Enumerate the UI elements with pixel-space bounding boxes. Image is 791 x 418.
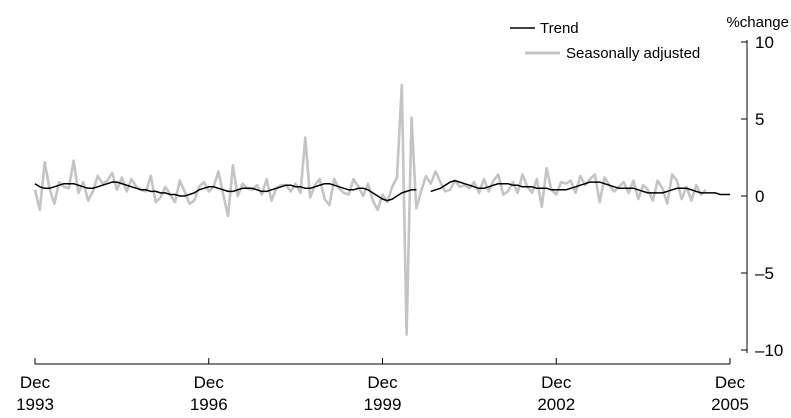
x-tick-label-month: Dec <box>367 373 398 392</box>
series-line-trend <box>34 179 730 202</box>
legend: Trend Seasonally adjusted <box>510 20 700 62</box>
x-tick-label-month: Dec <box>541 373 572 392</box>
x-tick-label-month: Dec <box>194 373 225 392</box>
y-tick-label: 5 <box>755 110 764 129</box>
y-tick-label: –5 <box>755 264 774 283</box>
y-tick-label: –10 <box>755 341 783 360</box>
legend-label-trend: Trend <box>540 20 579 37</box>
legend-label-seasonally-adjusted: Seasonally adjusted <box>566 45 700 62</box>
x-axis-ticks: Dec 1993 Dec 1996 Dec 1999 Dec 2002 Dec 2005 <box>16 358 749 414</box>
x-tick-label-year: 1999 <box>364 395 402 414</box>
x-tick-label-year: 2005 <box>711 395 749 414</box>
y-tick-label: 0 <box>755 187 764 206</box>
x-tick-label-year: 2002 <box>537 395 575 414</box>
x-tick-label-month: Dec <box>715 373 746 392</box>
x-tick-label-year: 1993 <box>16 395 54 414</box>
y-tick-label: 10 <box>755 33 774 52</box>
x-tick-label-year: 1996 <box>190 395 228 414</box>
series-layer <box>33 83 730 336</box>
series-line-seasonally-adjusted <box>33 83 707 336</box>
y-axis-ticks: 10 5 0 –5 –10 <box>741 33 783 360</box>
y-axis-unit-label: %change <box>726 14 789 31</box>
x-tick-label-month: Dec <box>20 373 51 392</box>
